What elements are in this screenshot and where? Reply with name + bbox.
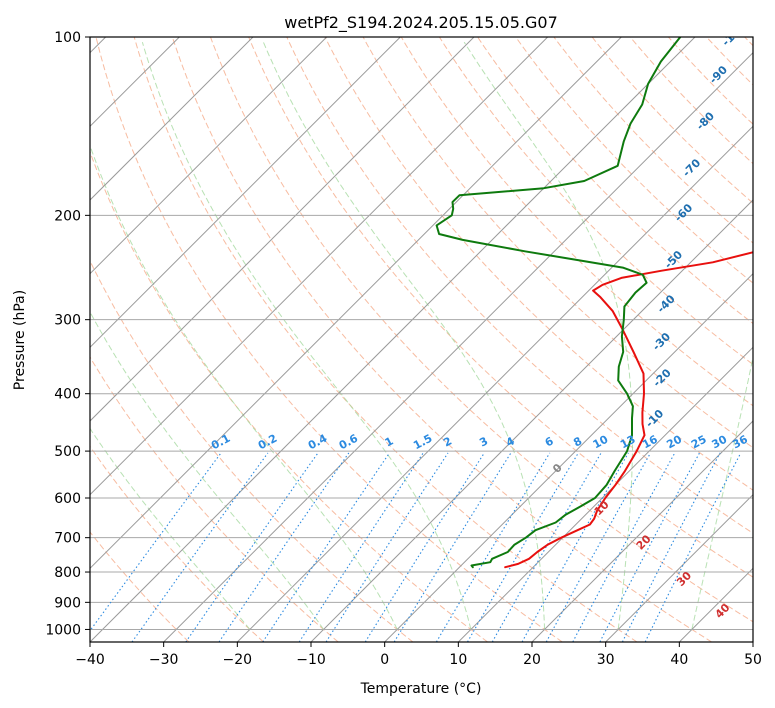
mixing-ratio-line <box>185 452 319 642</box>
isotherm-line <box>163 51 753 642</box>
dry-adiabat-line <box>210 37 753 623</box>
moist-adiabat-line <box>262 41 546 630</box>
mixing-ratio-line <box>467 452 579 642</box>
grid-layer <box>90 37 753 642</box>
dry-adiabat-line <box>515 37 753 284</box>
mixing-ratio-label: 16 <box>640 433 660 452</box>
mixing-ratio-line <box>298 452 424 642</box>
x-tick-label: 20 <box>523 652 541 668</box>
dry-adiabat-line <box>477 37 753 325</box>
dry-adiabat-line <box>95 37 563 642</box>
x-tick-label: −40 <box>75 652 105 668</box>
dry-adiabat-line <box>591 37 753 204</box>
dry-adiabat-line <box>553 37 753 244</box>
mixing-ratio-label: 13 <box>618 433 638 452</box>
dewpoint-profile-line <box>435 37 682 569</box>
dry-adiabat-line <box>438 37 753 366</box>
y-tick-label: 100 <box>54 30 81 46</box>
dry-adiabat-line <box>90 150 488 642</box>
isotherm-line <box>605 493 753 642</box>
x-tick-label: −20 <box>223 652 253 668</box>
mixing-ratio-line <box>491 452 602 642</box>
dry-adiabat-line <box>90 259 414 642</box>
y-tick-label: 400 <box>54 387 81 403</box>
mixing-ratio-label: 25 <box>689 433 709 452</box>
dry-adiabat-line <box>286 37 753 534</box>
moist-adiabat-line <box>463 41 633 630</box>
y-axis-label: Pressure (hPa) <box>12 290 28 390</box>
isotherm-line <box>90 37 696 642</box>
moist-adiabat-line <box>90 427 251 630</box>
dry-adiabat-line <box>324 37 753 491</box>
y-tick-label: 600 <box>54 491 81 507</box>
mixing-ratio-line <box>621 452 721 642</box>
mixing-ratio-label: 36 <box>730 433 750 452</box>
y-tick-label: 700 <box>54 531 81 547</box>
x-tick-label: 0 <box>380 652 389 668</box>
temperature-profile-line <box>504 251 753 569</box>
isotherm-line <box>457 346 753 642</box>
isotherm-line <box>90 37 622 570</box>
tick-layer: −40 −30 −20 −10 0 10 20 30 40 50 100 200 300 400 500 60… <box>45 30 762 668</box>
dry-adiabat-line <box>90 356 339 642</box>
x-tick-label: 30 <box>597 652 615 668</box>
mixing-ratio-line <box>644 452 742 642</box>
x-tick-label: 10 <box>449 652 467 668</box>
y-tick-label: 500 <box>54 444 81 460</box>
isotherm-line <box>531 420 753 642</box>
plot-frame <box>89 36 754 643</box>
mixing-ratio-line <box>131 452 269 642</box>
mixing-ratio-line <box>393 452 512 642</box>
isotherm-line <box>90 37 549 496</box>
y-tick-label: 900 <box>54 595 81 611</box>
y-tick-label: 300 <box>54 313 81 329</box>
x-axis-label: Temperature (°C) <box>360 681 482 697</box>
mixing-ratio-line <box>521 452 629 642</box>
dry-adiabat-line <box>629 37 753 165</box>
dry-adiabat-line <box>248 37 753 578</box>
y-tick-label: 200 <box>54 208 81 224</box>
x-tick-label: 40 <box>670 652 688 668</box>
mixing-ratio-label: 10 <box>591 433 611 452</box>
y-tick-label: 800 <box>54 565 81 581</box>
isotherm-line <box>90 37 475 422</box>
moist-adiabat-line <box>691 355 753 630</box>
mixing-ratio-line <box>325 452 449 642</box>
dry-adiabat-line <box>400 37 753 407</box>
moist-adiabat-line <box>90 144 398 630</box>
mixing-ratio-label: 20 <box>664 433 684 452</box>
data-layer <box>435 37 753 569</box>
x-tick-label: −10 <box>296 652 326 668</box>
mixing-ratio-line <box>262 452 390 642</box>
y-tick-label: 1000 <box>45 622 81 638</box>
isotherm-line <box>310 199 753 642</box>
dry-adiabat-label: -100 <box>719 20 748 49</box>
dry-adiabat-line <box>90 531 190 642</box>
chart-title: wetPf2_S194.2024.205.15.05.G07 <box>284 13 558 33</box>
x-tick-label: 50 <box>744 652 762 668</box>
isotherm-line <box>90 37 254 201</box>
x-tick-label: −30 <box>149 652 179 668</box>
mixing-ratio-line <box>90 452 222 632</box>
mixing-ratio-label: 30 <box>710 433 730 452</box>
isotherm-line <box>90 37 328 275</box>
mixing-ratio-line <box>435 452 551 642</box>
moist-adiabat-line <box>90 310 324 630</box>
dry-adiabat-line <box>133 37 638 642</box>
isotherm-line <box>236 125 753 642</box>
mixing-ratio-line <box>364 452 485 642</box>
isotherm-line <box>384 272 753 642</box>
isotherm-line <box>90 37 401 349</box>
